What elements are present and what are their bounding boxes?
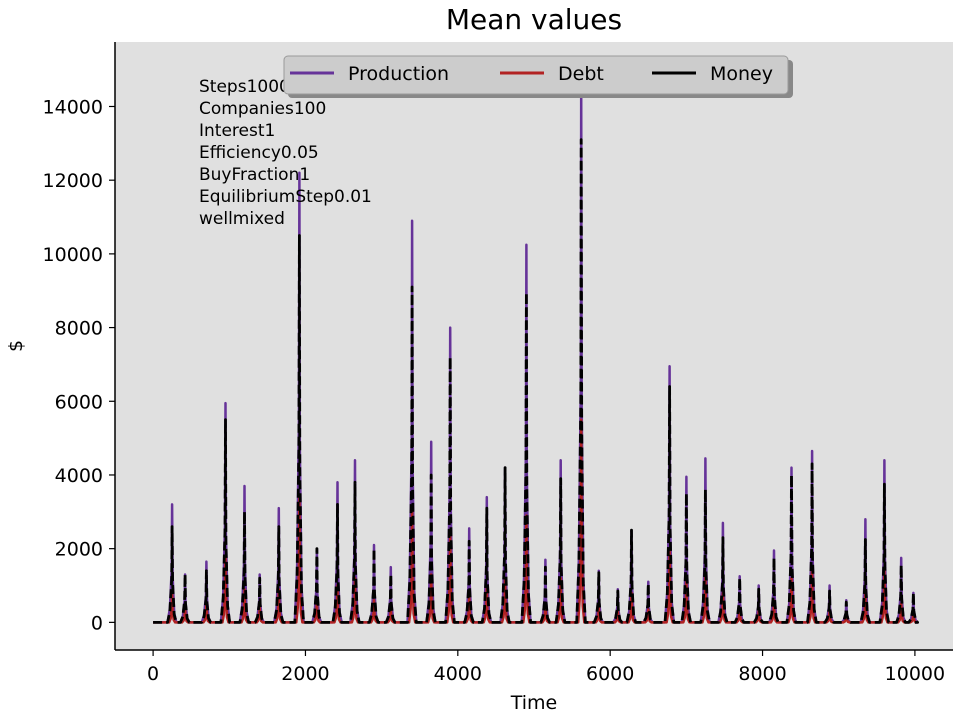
x-tick-label: 10000 [885,663,945,685]
ticks: 0 2000 4000 6000 8000 10000 0 2000 4000 6000 8000 1… [43,96,946,685]
x-axis-label: Time [510,692,558,714]
parameter-annotation: Interest1 [199,121,275,141]
y-tick-label: 12000 [43,170,103,192]
y-tick-label: 10000 [43,244,103,266]
parameter-annotations: Steps10000Companies100Interest1Efficienc… [199,77,372,229]
series-line-money [153,138,919,624]
x-tick-label: 4000 [434,663,482,685]
parameter-annotation: EquilibriumStep0.01 [199,187,372,207]
parameter-annotation: Efficiency0.05 [199,143,319,163]
chart-title: Mean values [446,3,622,36]
legend: Production Debt Money [283,55,793,98]
x-tick-label: 6000 [586,663,634,685]
parameter-annotation: BuyFraction1 [199,165,310,185]
legend-entry: Production [348,63,449,85]
x-tick-label: 0 [147,663,159,685]
y-tick-label: 14000 [43,96,103,118]
y-tick-label: 6000 [55,391,103,413]
y-tick-label: 4000 [55,465,103,487]
y-tick-label: 8000 [55,318,103,340]
y-tick-label: 2000 [55,539,103,561]
parameter-annotation: Companies100 [199,99,326,119]
legend-box [283,55,789,95]
parameter-annotation: Steps10000 [199,77,301,97]
series-lines [153,83,919,624]
x-tick-label: 2000 [281,663,329,685]
x-tick-label: 8000 [738,663,786,685]
legend-items: Production Debt Money [290,63,773,85]
y-tick-label: 0 [91,612,103,634]
legend-entry: Debt [558,63,604,85]
parameter-annotation: wellmixed [199,209,285,229]
legend-entry: Money [710,63,773,85]
y-axis-label: $ [5,340,27,352]
